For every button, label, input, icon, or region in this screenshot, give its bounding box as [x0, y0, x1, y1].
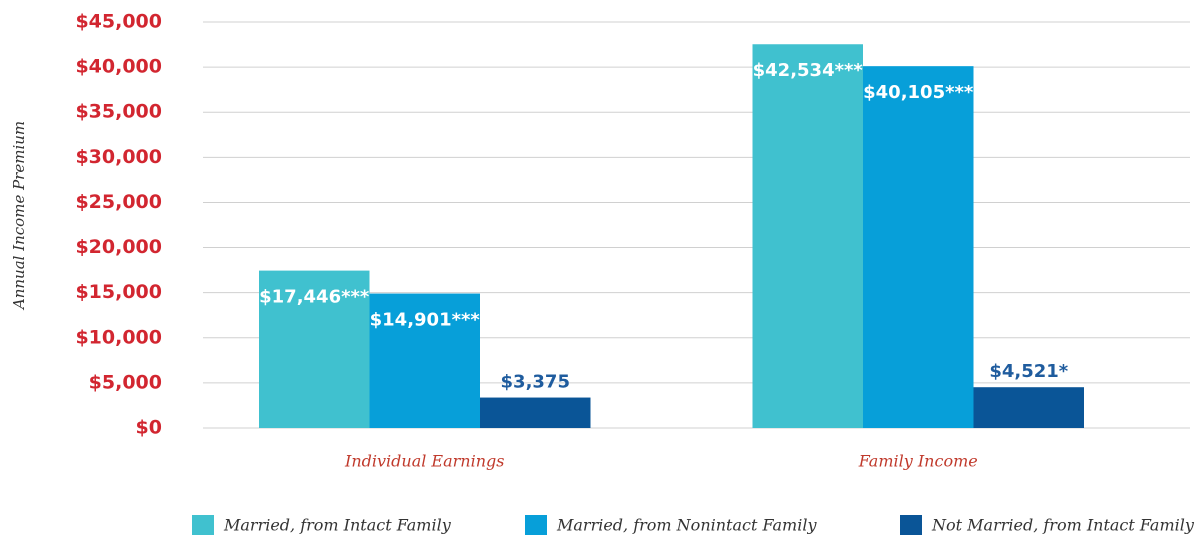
- value-label: $40,105***: [863, 82, 974, 103]
- y-tick-label: $25,000: [75, 191, 162, 213]
- y-tick-label: $20,000: [75, 236, 162, 258]
- bar: [973, 387, 1084, 428]
- value-label: $14,901***: [370, 310, 481, 331]
- bar: [863, 66, 974, 428]
- x-tick-label: Individual Earnings: [344, 452, 504, 471]
- bar: [259, 270, 370, 428]
- bar: [752, 44, 863, 428]
- y-tick-label: $5,000: [89, 371, 162, 393]
- value-label: $4,521*: [989, 361, 1068, 382]
- y-tick-label: $10,000: [75, 326, 162, 348]
- legend-swatch: [900, 515, 922, 535]
- legend-swatch: [192, 515, 214, 535]
- legend-label: Married, from Nonintact Family: [556, 516, 817, 535]
- bar: [369, 293, 480, 428]
- legend-label: Not Married, from Intact Family: [931, 516, 1195, 535]
- y-tick-label: $40,000: [75, 56, 162, 78]
- value-label: $17,446***: [259, 287, 370, 308]
- y-tick-label: $0: [136, 417, 162, 439]
- x-tick-label: Family Income: [858, 452, 978, 471]
- value-label: $3,375: [501, 372, 570, 393]
- y-tick-label: $35,000: [75, 101, 162, 123]
- y-tick-label: $30,000: [75, 146, 162, 168]
- legend-label: Married, from Intact Family: [223, 516, 452, 535]
- legend-swatch: [525, 515, 547, 535]
- value-label: $42,534***: [753, 60, 864, 81]
- bar: [480, 397, 591, 428]
- y-tick-label: $15,000: [75, 281, 162, 303]
- y-axis-label: Annual Income Premium: [10, 121, 28, 311]
- y-tick-label: $45,000: [75, 11, 162, 33]
